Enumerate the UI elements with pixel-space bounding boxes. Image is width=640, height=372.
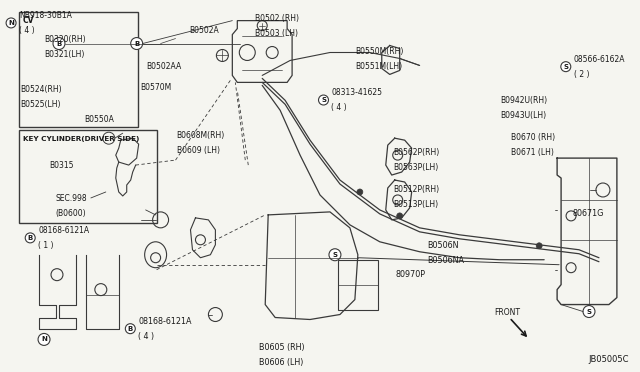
Text: B0321(LH): B0321(LH) <box>45 50 85 59</box>
Text: B0606 (LH): B0606 (LH) <box>259 357 304 367</box>
Text: B0524(RH): B0524(RH) <box>20 85 62 94</box>
Text: B0503 (LH): B0503 (LH) <box>255 29 298 38</box>
Circle shape <box>357 189 363 195</box>
Circle shape <box>561 62 571 72</box>
Text: B0670 (RH): B0670 (RH) <box>511 133 556 142</box>
Text: B: B <box>28 235 33 241</box>
Circle shape <box>6 18 16 28</box>
Text: B0550A: B0550A <box>84 115 114 124</box>
Bar <box>338 260 378 310</box>
Text: ( 1 ): ( 1 ) <box>38 241 54 250</box>
Text: B0671 (LH): B0671 (LH) <box>511 148 554 157</box>
Circle shape <box>397 213 403 219</box>
Circle shape <box>53 38 65 49</box>
Text: B0943U(LH): B0943U(LH) <box>500 111 546 120</box>
Text: S: S <box>321 97 326 103</box>
Text: KEY CYLINDER(DRIVER SIDE): KEY CYLINDER(DRIVER SIDE) <box>23 137 140 142</box>
Bar <box>19 12 138 127</box>
Text: S: S <box>563 64 568 70</box>
Text: 08313-41625: 08313-41625 <box>332 88 383 97</box>
Circle shape <box>125 324 135 334</box>
Text: B0562P(RH): B0562P(RH) <box>394 148 440 157</box>
Text: NB918-30B1A: NB918-30B1A <box>19 11 72 20</box>
Text: ( 4 ): ( 4 ) <box>19 26 35 35</box>
Text: JB05005C: JB05005C <box>588 355 629 364</box>
Text: B0942U(RH): B0942U(RH) <box>500 96 547 105</box>
Text: B0525(LH): B0525(LH) <box>20 100 61 109</box>
Bar <box>19 131 157 223</box>
Text: SEC.998: SEC.998 <box>56 195 87 203</box>
Text: B0512P(RH): B0512P(RH) <box>394 185 440 194</box>
Text: ( 4 ): ( 4 ) <box>138 332 154 341</box>
Text: B: B <box>128 326 133 332</box>
Text: B0550M(RH): B0550M(RH) <box>355 47 403 56</box>
Text: S: S <box>586 308 591 315</box>
Text: B0609 (LH): B0609 (LH) <box>177 146 220 155</box>
Text: B0551M(LH): B0551M(LH) <box>355 62 402 71</box>
Text: B0506N: B0506N <box>427 241 459 250</box>
Text: (B0600): (B0600) <box>56 209 86 218</box>
Text: B0315: B0315 <box>49 161 74 170</box>
Text: ( 4 ): ( 4 ) <box>332 103 347 112</box>
Circle shape <box>38 333 50 346</box>
Text: 08566-6162A: 08566-6162A <box>574 55 625 64</box>
Text: B0502 (RH): B0502 (RH) <box>255 14 299 23</box>
Text: 08168-6121A: 08168-6121A <box>138 317 192 326</box>
Text: B0513P(LH): B0513P(LH) <box>394 200 438 209</box>
Text: FRONT: FRONT <box>494 308 520 317</box>
Text: B0506NA: B0506NA <box>427 256 464 265</box>
Circle shape <box>131 38 143 49</box>
Circle shape <box>25 233 35 243</box>
Text: B0563P(LH): B0563P(LH) <box>394 163 438 172</box>
Text: CV: CV <box>23 16 35 25</box>
Circle shape <box>319 95 328 105</box>
Text: 80671G: 80671G <box>573 209 604 218</box>
Text: B0320(RH): B0320(RH) <box>45 35 86 44</box>
Text: B0605 (RH): B0605 (RH) <box>259 343 305 352</box>
Text: N: N <box>8 20 14 26</box>
Text: 08168-6121A: 08168-6121A <box>38 226 90 235</box>
Circle shape <box>329 249 341 261</box>
Text: ( 2 ): ( 2 ) <box>574 70 589 78</box>
Text: N: N <box>41 336 47 342</box>
Text: B0608M(RH): B0608M(RH) <box>177 131 225 140</box>
Text: B0570M: B0570M <box>140 83 172 92</box>
Text: S: S <box>332 252 337 258</box>
Circle shape <box>536 243 542 249</box>
Circle shape <box>583 305 595 318</box>
Text: B: B <box>134 41 140 46</box>
Text: B0502A: B0502A <box>189 26 219 35</box>
Text: B0502AA: B0502AA <box>147 62 182 71</box>
Text: 80970P: 80970P <box>396 270 425 279</box>
Text: B: B <box>56 41 61 46</box>
